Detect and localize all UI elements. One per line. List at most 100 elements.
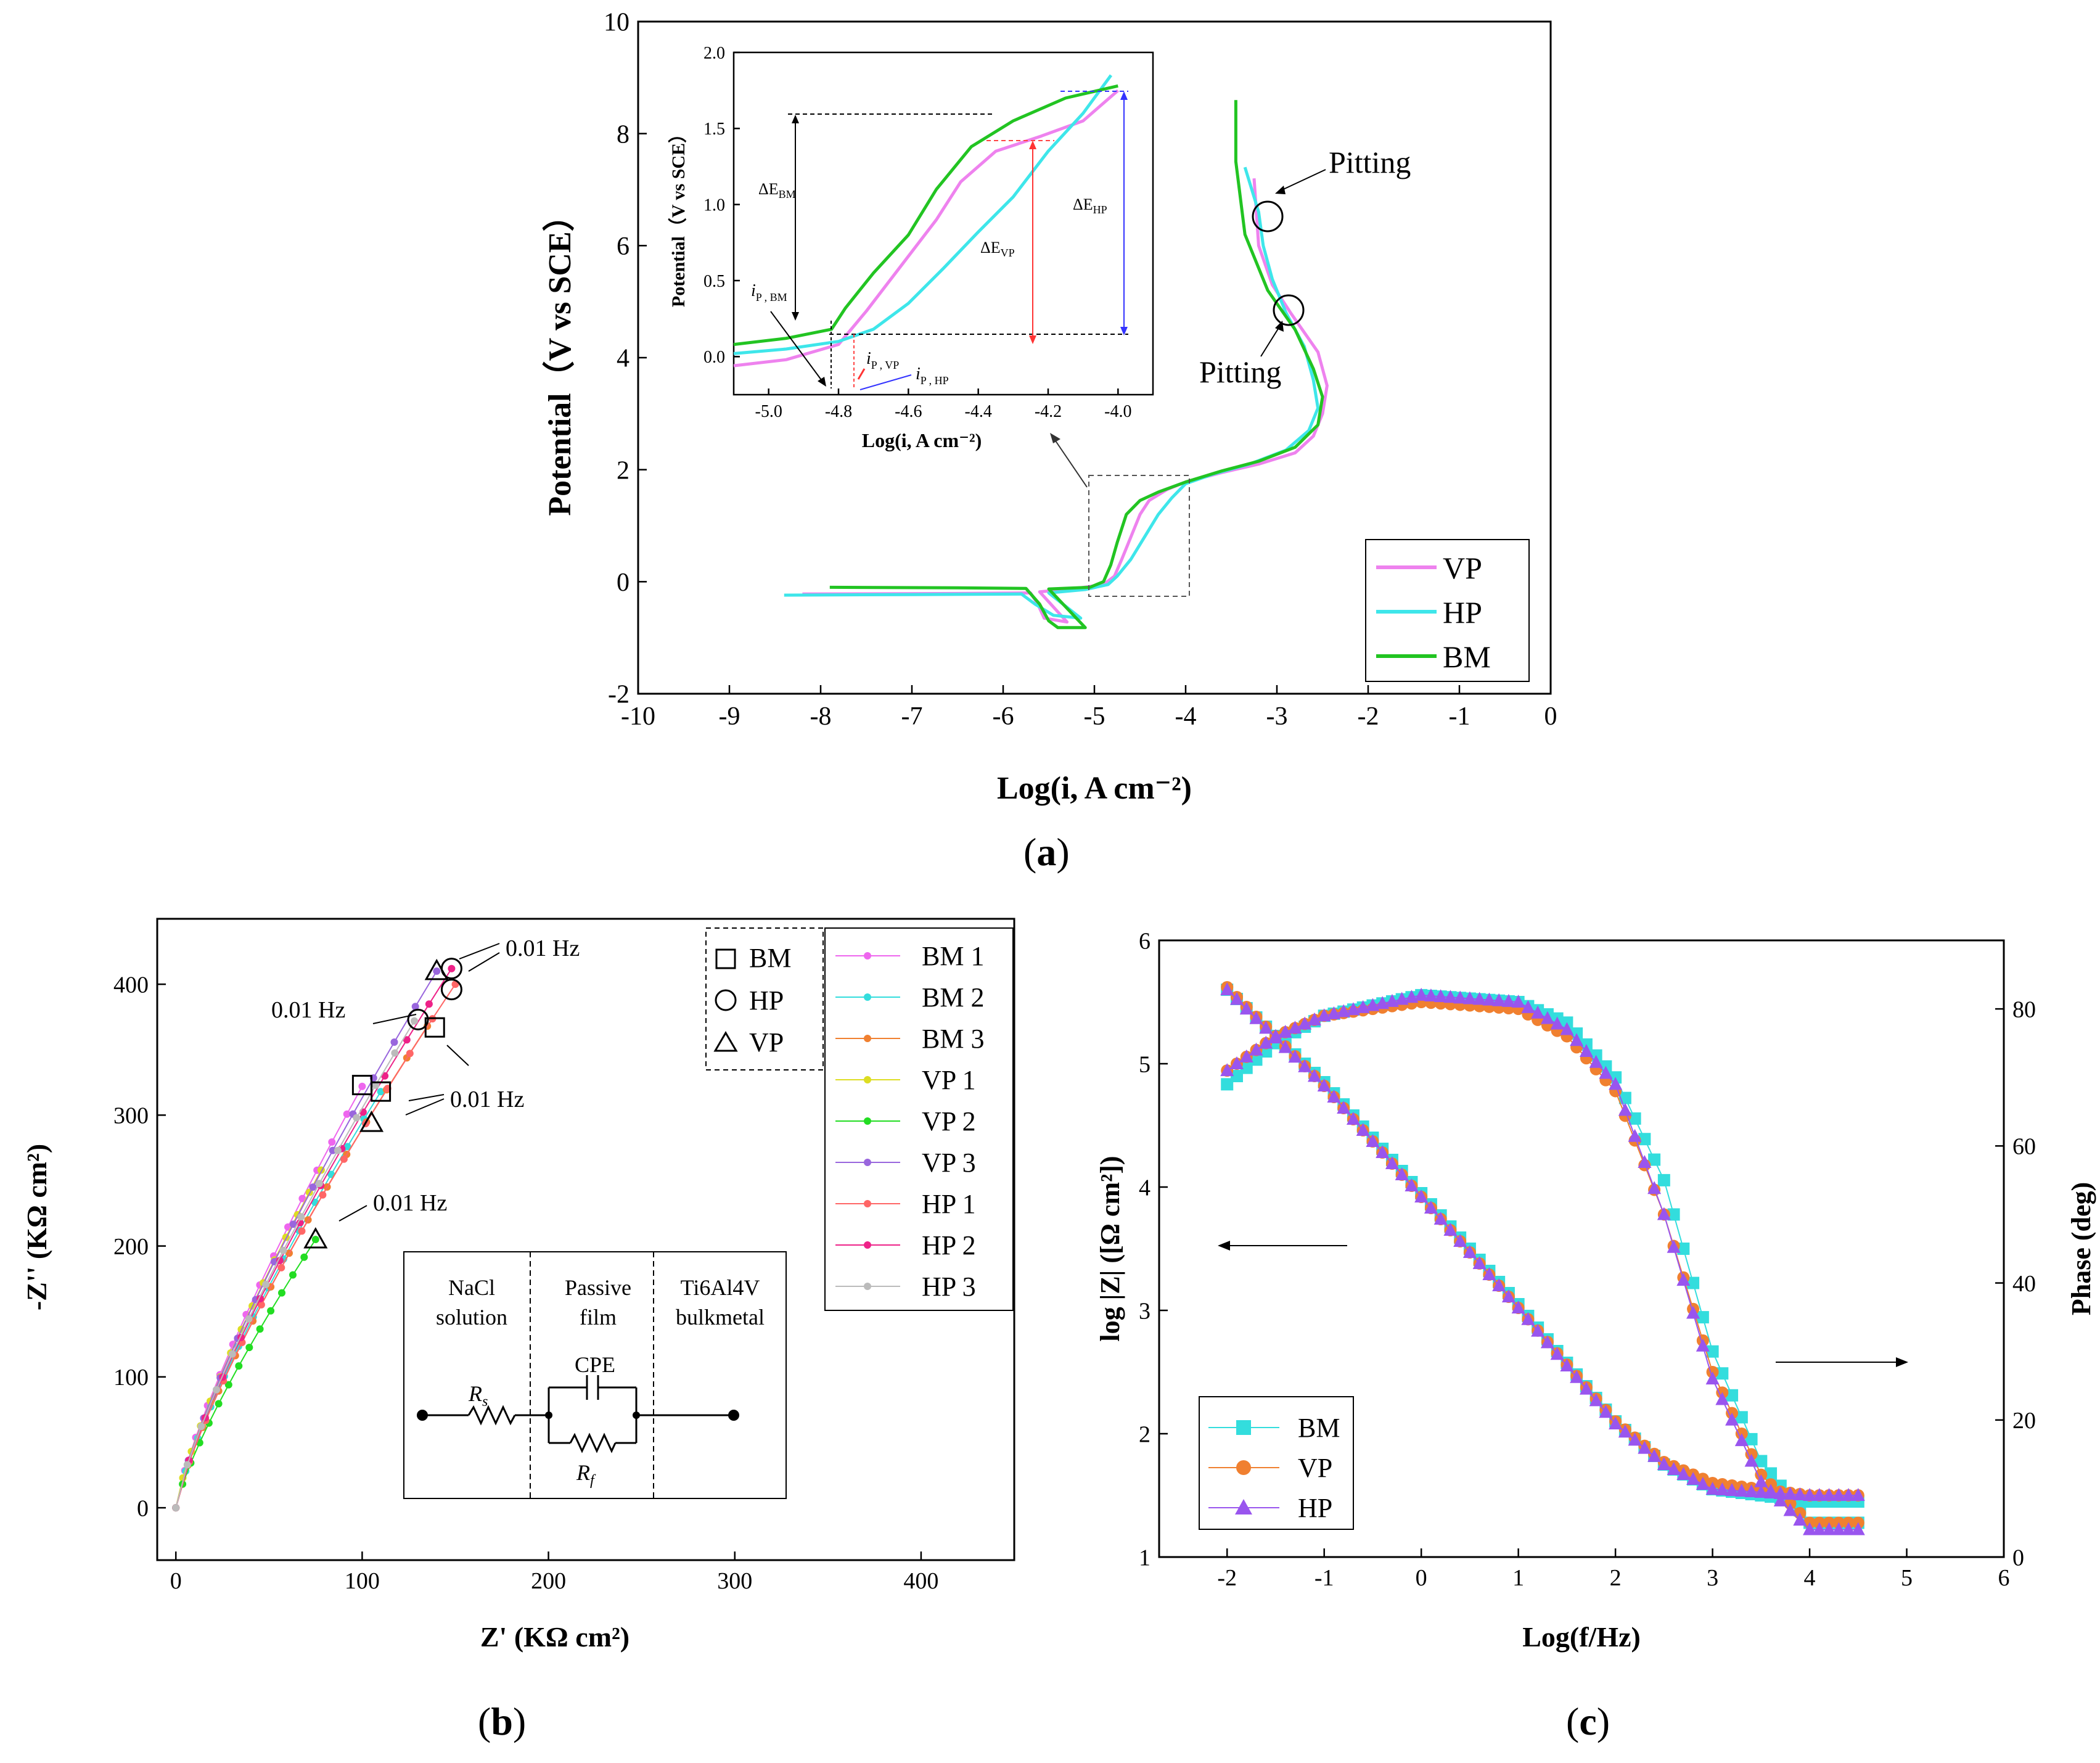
inset-series-hp bbox=[733, 74, 1113, 355]
panel-c-phase-point bbox=[1385, 993, 1399, 1007]
inset-arrowhead-de-hp-top bbox=[1120, 91, 1128, 100]
circuit-region-nacl: NaCl bbox=[448, 1275, 495, 1300]
panel-c-y2-axis-label: Phase (deg) bbox=[2066, 1182, 2096, 1315]
panel-c-impedance-point bbox=[1783, 1487, 1797, 1500]
pitting-circle-upper bbox=[1252, 200, 1284, 232]
panel-c-impedance-point bbox=[1734, 1484, 1749, 1497]
inset-arrowhead-de-bm-top bbox=[792, 115, 799, 123]
panel-c-y2-tick-label: 20 bbox=[2012, 1408, 2036, 1434]
panel-b-endpoint-circle bbox=[407, 1008, 429, 1030]
panel-a-caption: (a) bbox=[1023, 830, 1070, 874]
legend-b-group-bm: BM bbox=[749, 943, 791, 973]
panel-c-x-tick-label: 5 bbox=[1901, 1565, 1913, 1591]
legend-b-series-marker bbox=[864, 1200, 871, 1207]
panel-c-y-axis-label: log |Z| ([Ω cm²]) bbox=[1095, 1156, 1125, 1341]
panel-c-series-hp bbox=[1220, 982, 1865, 1535]
inset-arrowhead-de-bm-bottom bbox=[792, 312, 799, 321]
panel-b-data-point bbox=[390, 1038, 398, 1046]
panel-b-series-bm-3 bbox=[172, 1022, 432, 1512]
panel-c-impedance-point bbox=[1511, 1301, 1525, 1313]
panel-a-x-tick-label: -2 bbox=[1358, 702, 1379, 731]
panel-c-phase-point bbox=[1647, 1181, 1662, 1194]
panel-b-data-point bbox=[228, 1350, 236, 1358]
panel-b-data-point bbox=[224, 1381, 232, 1389]
inset-x-tick-label: -4.2 bbox=[1035, 402, 1062, 421]
panel-c-impedance-point bbox=[1822, 1488, 1836, 1501]
panel-b-endpoint-triangle bbox=[424, 958, 449, 980]
panel-c-phase-point bbox=[1405, 990, 1419, 1003]
panel-b-freq-arrow bbox=[408, 1094, 445, 1101]
panel-c-phase-point bbox=[1667, 1208, 1680, 1221]
panel-b-data-point bbox=[183, 1461, 191, 1469]
panel-c-impedance-point bbox=[1832, 1488, 1846, 1501]
panel-c-phase-point bbox=[1220, 1063, 1234, 1077]
legend-b-series-marker bbox=[864, 1159, 871, 1166]
legend-b-series-marker bbox=[864, 1117, 871, 1125]
panel-c-phase-point bbox=[1278, 1024, 1292, 1038]
panel-b-series-bm-2 bbox=[172, 1088, 385, 1512]
panel-c-impedance-point bbox=[1239, 1001, 1253, 1015]
legend-b-series-label: BM 1 bbox=[922, 941, 984, 971]
panel-c-phase-point bbox=[1822, 1522, 1836, 1535]
panel-c-y2-tick-label: 60 bbox=[2012, 1134, 2036, 1160]
panel-c-impedance-point bbox=[1376, 1145, 1390, 1158]
legend-b-series-label: HP 1 bbox=[922, 1189, 976, 1219]
panel-c-impedance-point bbox=[1405, 1178, 1419, 1191]
panel-c-legend: BM VP HP bbox=[1199, 1396, 1354, 1530]
panel-b-x-tick-label: 300 bbox=[717, 1568, 752, 1594]
panel-b-group-legend-box bbox=[705, 927, 824, 1071]
panel-c-impedance-point bbox=[1424, 1201, 1438, 1214]
inset-y-tick-label: 2.0 bbox=[703, 44, 725, 63]
panel-c-phase-point bbox=[1550, 1016, 1564, 1030]
panel-c-phase-point bbox=[1376, 996, 1390, 1009]
panel-b-data-point bbox=[448, 964, 456, 972]
panel-b-data-point bbox=[391, 1049, 399, 1057]
panel-b-data-point bbox=[300, 1253, 308, 1261]
panel-c-impedance-point bbox=[1599, 1405, 1613, 1418]
panel-b-freq-label-1: 0.01 Hz bbox=[506, 935, 580, 961]
panel-a-y-tick-label: 2 bbox=[617, 456, 630, 485]
panel-c-phase-point bbox=[1696, 1311, 1709, 1324]
panel-a-x-tick-label: -1 bbox=[1449, 702, 1470, 731]
circuit-terminal-right bbox=[728, 1410, 739, 1421]
panel-c-x-tick-label: 3 bbox=[1707, 1565, 1718, 1591]
panel-c-impedance-point bbox=[1793, 1487, 1807, 1500]
panel-c-phase-point bbox=[1706, 1345, 1719, 1358]
panel-b-freq-label-2: 0.01 Hz bbox=[271, 997, 345, 1023]
panel-c-impedance-point bbox=[1667, 1462, 1681, 1475]
panel-c-phase-point bbox=[1725, 1412, 1739, 1426]
panel-c-phase-point bbox=[1851, 1522, 1865, 1535]
circuit-terminal-left bbox=[417, 1410, 428, 1421]
panel-c-impedance-point bbox=[1560, 1358, 1574, 1371]
panel-b-plot-frame bbox=[156, 918, 1015, 1561]
pitting-arrow-upper bbox=[1279, 169, 1326, 192]
panel-b-x-axis-label: Z' (KΩ cm²) bbox=[480, 1621, 630, 1653]
panel-c-impedance-point bbox=[1570, 1370, 1584, 1383]
panel-b-data-point bbox=[425, 1000, 433, 1008]
panel-c-impedance-point bbox=[1346, 1112, 1360, 1125]
panel-c-impedance-point bbox=[1327, 1090, 1341, 1103]
inset-label-ip-hp: iP , HP bbox=[916, 364, 949, 387]
panel-c-y-tick-label: 1 bbox=[1139, 1545, 1150, 1571]
panel-c-phase-point bbox=[1657, 1173, 1670, 1186]
panel-c-y-tick-label: 3 bbox=[1139, 1298, 1150, 1324]
panel-c-impedance-point bbox=[1676, 1467, 1691, 1480]
panel-c-impedance-point bbox=[1696, 1477, 1710, 1490]
panel-c-phase-point bbox=[1424, 988, 1438, 1001]
panel-c-phase-point bbox=[1638, 1155, 1652, 1168]
panel-c-phase-point bbox=[1589, 1054, 1603, 1068]
panel-c-phase-point bbox=[1783, 1503, 1797, 1516]
inset-arrowhead-de-vp-bottom bbox=[1029, 335, 1036, 344]
panel-c-phase-point bbox=[1696, 1338, 1710, 1352]
panel-b-data-point bbox=[315, 1180, 323, 1188]
inset-y-tick-label: 1.0 bbox=[703, 195, 725, 215]
panel-a-y-tick-label: 10 bbox=[604, 9, 630, 37]
panel-b-data-point bbox=[296, 1218, 304, 1227]
panel-a-y-tick-label: 4 bbox=[617, 345, 630, 373]
panel-c-impedance-point bbox=[1803, 1488, 1817, 1501]
inset-x-tick-label: -5.0 bbox=[755, 402, 782, 421]
panel-c-impedance-point bbox=[1443, 1223, 1458, 1236]
inset-arrow-ip-hp bbox=[859, 374, 912, 390]
panel-c-impedance-point bbox=[1453, 1234, 1467, 1247]
panel-c-phase-point bbox=[1628, 1128, 1642, 1142]
